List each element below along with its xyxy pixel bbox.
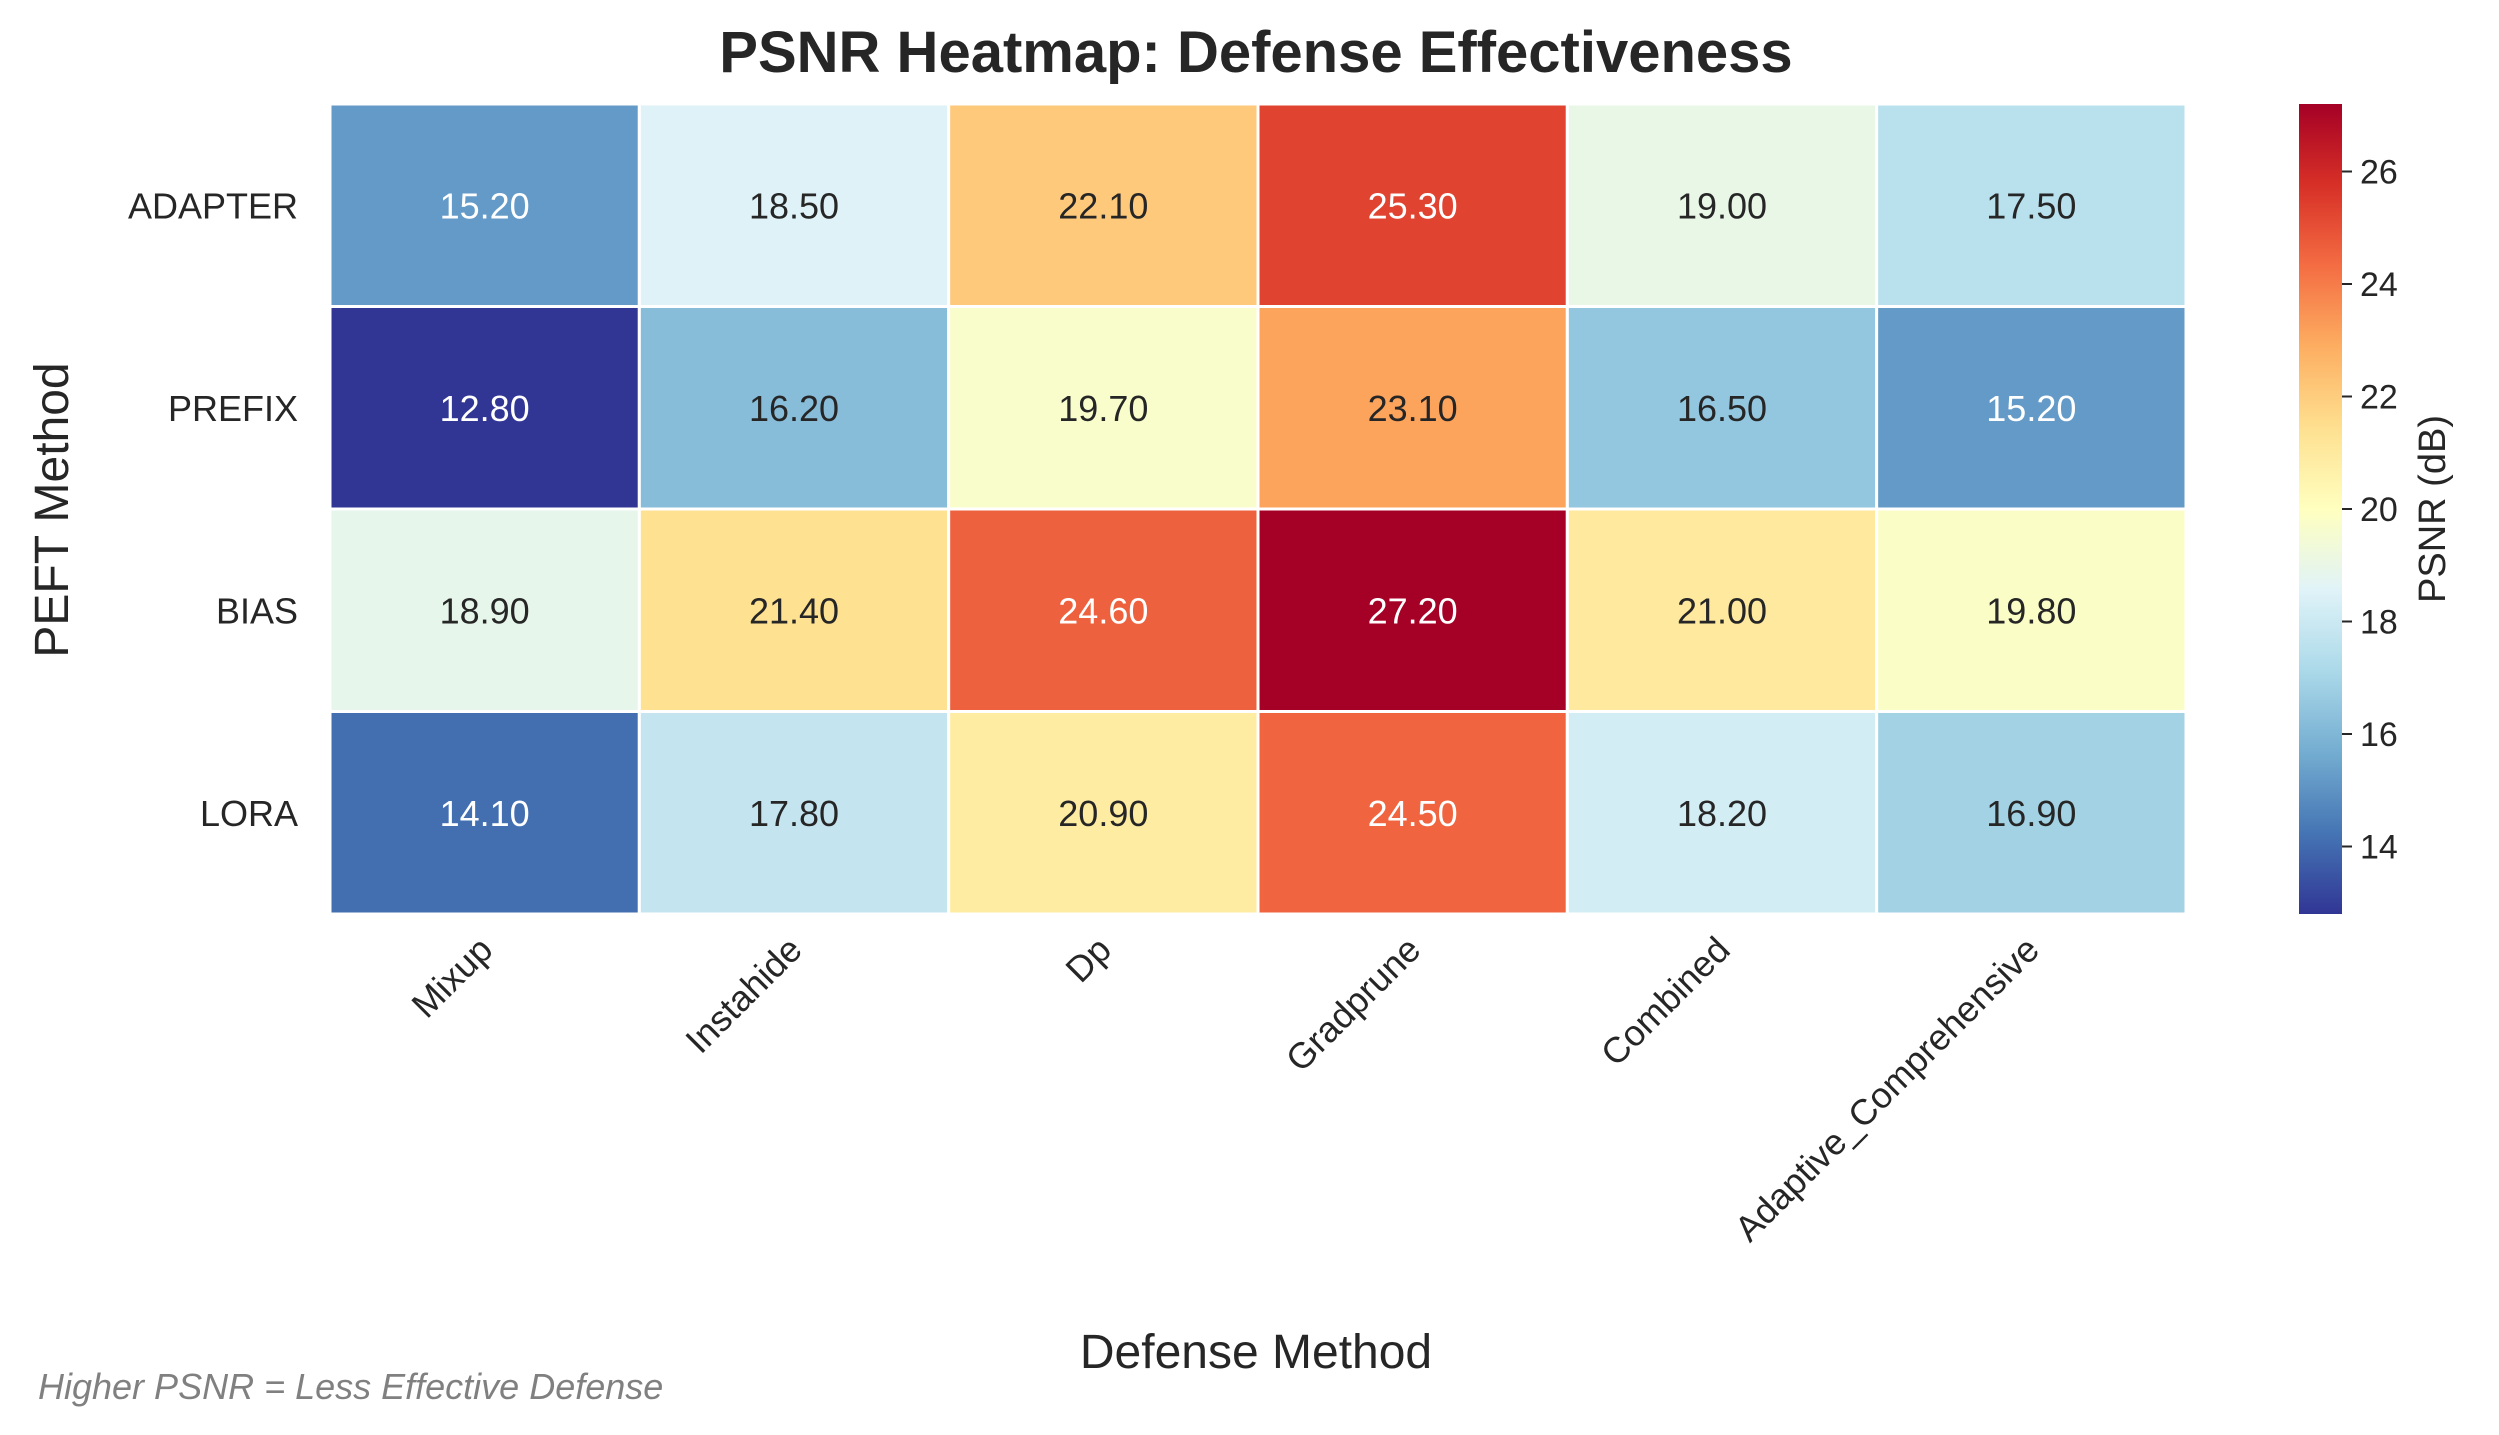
cell-value-label: 21.40 [749,590,839,631]
heatmap-cell [328,102,641,308]
x-tick-label: Mixup [403,929,500,1026]
y-tick-label: LORA [200,793,298,834]
cell-value-label: 14.10 [440,793,530,834]
heatmap-cell [1256,102,1569,308]
colorbar-tick-label: 18 [2360,604,2398,642]
cell-value-label: 19.70 [1058,388,1148,429]
cell-value-label: 23.10 [1368,388,1458,429]
colorbar-label: PSNR (dB) [2412,415,2454,603]
colorbar-tick-label: 16 [2360,716,2398,754]
x-tick-labels: Mixup Instahide Dp Gradprune CombinedAdaptiv… [403,929,2047,1249]
cell-value-label: 27.20 [1368,590,1458,631]
heatmap-cell [1875,710,2188,916]
heatmap-cell [1565,710,1879,916]
cell-value-label: 18.20 [1677,793,1767,834]
y-tick-label: ADAPTER [128,185,298,226]
chart-title: PSNR Heatmap: Defense Effectiveness [719,20,1792,85]
cell-value-label: 25.30 [1368,185,1458,226]
heatmap-cell [1256,507,1569,713]
colorbar-tick-label: 20 [2360,491,2398,529]
colorbar-tick-label: 26 [2360,154,2398,192]
heatmap-cell [328,710,641,916]
cell-value-label: 15.20 [440,185,530,226]
cell-value-label: 19.80 [1986,590,2076,631]
x-axis-label: Defense Method [1080,1326,1432,1379]
colorbar-ticks: 14 16 18 20 22 24 26 [2342,154,2398,867]
colorbar [2299,104,2342,914]
cell-value-label: 24.50 [1368,793,1458,834]
heatmap-cells: 15.20 18.50 22.10 25.30 19.00 17.50 12.80 16.20… [328,102,2188,916]
cell-value-label: 17.50 [1986,185,2076,226]
cell-value-label: 19.00 [1677,185,1767,226]
y-tick-label: PREFIX [168,388,298,429]
cell-value-label: 16.90 [1986,793,2076,834]
x-tick-label: Gradprune [1278,929,1429,1080]
cell-value-label: 21.00 [1677,590,1767,631]
cell-value-label: 12.80 [440,388,530,429]
heatmap-cell [1256,710,1569,916]
heatmap-cell [1875,305,2188,511]
heatmap-cell [637,710,951,916]
heatmap-cell [1875,102,2188,308]
x-tick-label: Adaptive_Comprehensive [1726,929,2046,1249]
x-tick-label: Dp [1057,929,1119,991]
cell-value-label: 16.20 [749,388,839,429]
cell-value-label: 18.90 [440,590,530,631]
x-tick-label: Instahide [677,929,809,1061]
cell-value-label: 16.50 [1677,388,1767,429]
y-tick-labels: ADAPTER PREFIX BIAS LORA [128,185,298,834]
colorbar-tick-label: 24 [2360,266,2398,304]
heatmap-cell [947,102,1260,308]
colorbar-tick-label: 22 [2360,379,2398,417]
cell-value-label: 24.60 [1058,590,1148,631]
heatmap-cell [328,507,641,713]
cell-value-label: 15.20 [1986,388,2076,429]
cell-value-label: 17.80 [749,793,839,834]
colorbar-tick-label: 14 [2360,829,2398,867]
heatmap-cell [1565,102,1879,308]
x-tick-label: Combined [1593,929,1738,1074]
y-axis-label: PEFT Method [26,362,79,657]
heatmap-cell [947,710,1260,916]
cell-value-label: 22.10 [1058,185,1148,226]
cell-value-label: 18.50 [749,185,839,226]
heatmap-cell [637,102,951,308]
y-tick-label: BIAS [216,590,298,631]
heatmap-cell [637,305,951,511]
cell-value-label: 20.90 [1058,793,1148,834]
heatmap-cell [1875,507,2188,713]
heatmap-cell [637,507,951,713]
footnote: Higher PSNR = Less Effective Defense [38,1366,664,1407]
heatmap-cell [1565,507,1879,713]
heatmap-cell [1256,305,1569,511]
